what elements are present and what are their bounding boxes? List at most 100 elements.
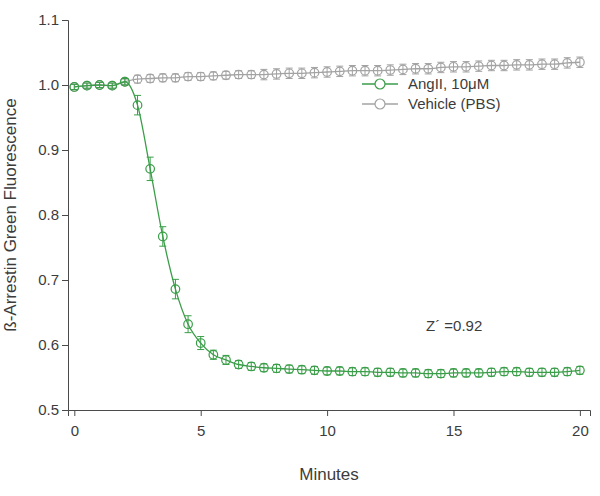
error-stem xyxy=(137,75,138,83)
error-stem xyxy=(491,60,492,70)
point xyxy=(437,369,446,378)
point xyxy=(474,369,483,378)
error-bar xyxy=(551,59,558,69)
error-bar xyxy=(488,60,495,70)
error-stem xyxy=(478,61,479,71)
point xyxy=(462,369,471,378)
error-stem xyxy=(150,75,151,83)
error-bar xyxy=(172,279,179,299)
error-bar xyxy=(273,69,280,79)
error-stem xyxy=(453,62,454,72)
error-bar xyxy=(260,364,267,372)
point xyxy=(373,66,382,75)
error-bar xyxy=(513,60,520,70)
error-stem xyxy=(162,227,163,247)
error-bar xyxy=(475,61,482,71)
y-tick-mark xyxy=(62,215,68,216)
point xyxy=(386,368,395,377)
y-tick-mark xyxy=(62,410,68,411)
x-tick-mark xyxy=(453,410,454,416)
error-stem xyxy=(263,364,264,372)
error-stem xyxy=(188,73,189,81)
error-bar xyxy=(387,368,394,376)
point xyxy=(171,74,180,83)
point xyxy=(563,59,572,68)
point xyxy=(525,61,534,70)
error-bar xyxy=(185,73,192,81)
point xyxy=(487,61,496,70)
error-bar xyxy=(551,368,558,376)
error-bar xyxy=(311,67,318,77)
error-stem xyxy=(453,369,454,377)
error-stem xyxy=(541,368,542,376)
y-axis-title: ß-Arrestin Green Fluorescence xyxy=(1,98,20,331)
error-cap xyxy=(197,349,204,350)
error-stem xyxy=(112,83,113,88)
point xyxy=(512,367,521,376)
point xyxy=(146,74,155,83)
error-stem xyxy=(352,66,353,76)
error-stem xyxy=(74,84,75,89)
x-tick: 20 xyxy=(572,410,589,439)
x-tick-mark xyxy=(580,410,581,416)
error-stem xyxy=(238,71,239,79)
error-bar xyxy=(83,83,90,88)
error-stem xyxy=(390,65,391,75)
point xyxy=(323,68,332,77)
error-stem xyxy=(150,157,151,180)
error-bar xyxy=(159,227,166,247)
error-bar xyxy=(513,368,520,376)
point xyxy=(500,367,509,376)
point xyxy=(298,69,307,78)
error-cap xyxy=(197,336,204,337)
error-stem xyxy=(377,66,378,76)
error-stem xyxy=(554,368,555,376)
error-cap xyxy=(172,298,179,299)
error-stem xyxy=(339,66,340,76)
point xyxy=(550,368,559,377)
error-stem xyxy=(213,350,214,359)
y-tick-label: 0.9 xyxy=(38,141,59,158)
error-bar xyxy=(437,62,444,72)
error-stem xyxy=(314,67,315,77)
error-bar xyxy=(248,71,255,79)
point xyxy=(196,339,205,348)
y-tick-label: 0.7 xyxy=(38,271,59,288)
error-bar xyxy=(197,73,204,81)
error-bar xyxy=(564,58,571,68)
x-tick: 10 xyxy=(319,410,336,439)
error-cap xyxy=(185,332,192,333)
error-stem xyxy=(124,79,125,84)
point xyxy=(95,81,104,90)
error-bar xyxy=(248,363,255,371)
error-bar xyxy=(463,369,470,377)
point xyxy=(83,81,92,90)
error-stem xyxy=(440,370,441,378)
x-tick: 5 xyxy=(197,410,205,439)
error-bar xyxy=(210,72,217,80)
point xyxy=(146,165,155,174)
point xyxy=(576,58,585,67)
error-stem xyxy=(86,83,87,88)
y-tick-mark xyxy=(62,20,68,21)
point xyxy=(260,363,269,372)
error-stem xyxy=(327,367,328,375)
y-tick-label: 1.0 xyxy=(38,76,59,93)
point xyxy=(323,367,332,376)
point xyxy=(538,60,547,69)
error-bar xyxy=(311,366,318,374)
error-stem xyxy=(251,363,252,371)
error-stem xyxy=(466,62,467,72)
series-line xyxy=(74,82,580,374)
error-bar xyxy=(298,366,305,374)
error-bar xyxy=(576,366,583,374)
error-bar xyxy=(235,361,242,369)
point xyxy=(500,61,509,70)
legend: AngII, 10μMVehicle (PBS) xyxy=(362,75,501,112)
x-axis-title: Minutes xyxy=(299,465,359,484)
error-stem xyxy=(491,368,492,376)
point xyxy=(462,63,471,72)
error-stem xyxy=(415,369,416,377)
y-tick-mark xyxy=(62,150,68,151)
error-bar xyxy=(121,79,128,86)
